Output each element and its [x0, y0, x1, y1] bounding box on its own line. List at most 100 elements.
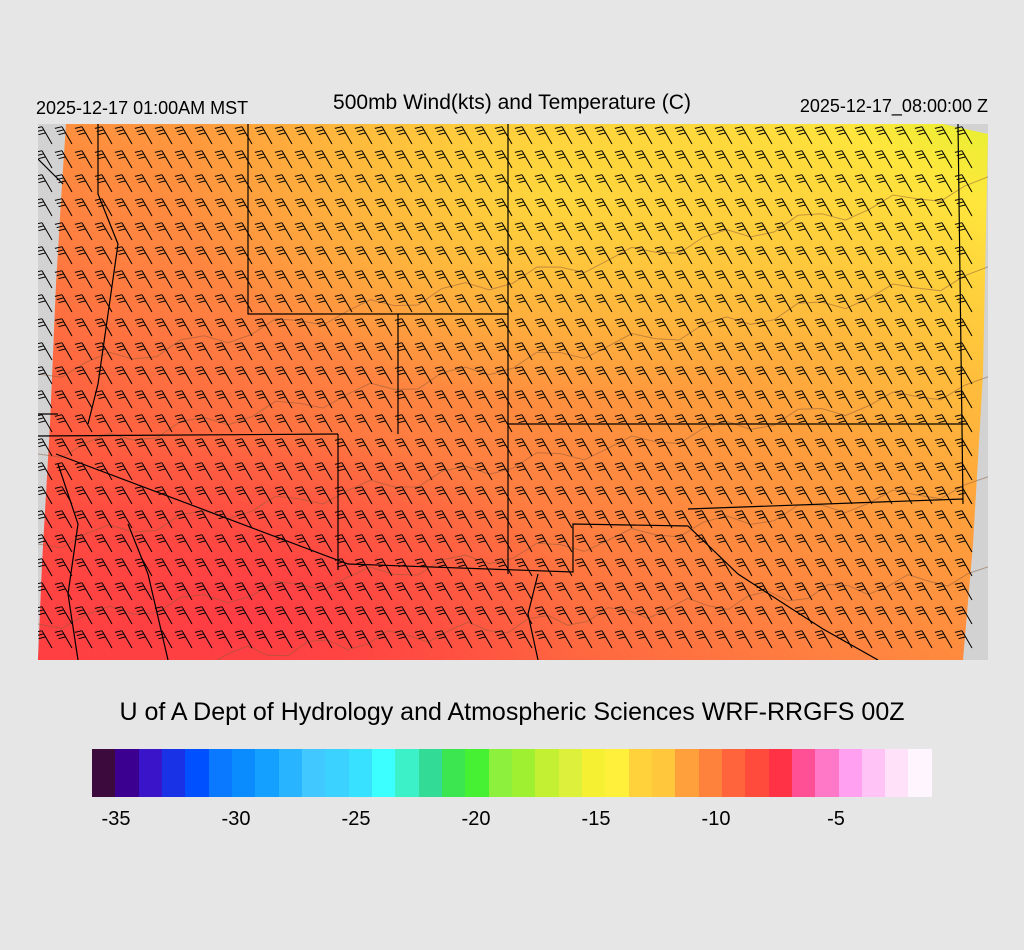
- wind-barb: [674, 150, 693, 169]
- wind-barb: [38, 366, 53, 385]
- wind-barb: [274, 414, 293, 433]
- wind-barb: [494, 438, 513, 457]
- wind-barb: [954, 606, 973, 625]
- wind-barb: [38, 222, 53, 241]
- wind-barb: [74, 558, 93, 577]
- wind-barb: [334, 486, 353, 505]
- local-time-label: 2025-12-17 01:00AM MST: [36, 98, 249, 118]
- wind-barb: [634, 294, 653, 313]
- wind-barb: [454, 390, 473, 409]
- wind-barb: [794, 342, 813, 361]
- wind-barb: [654, 294, 673, 313]
- wind-barb: [234, 342, 253, 361]
- wind-barb: [834, 558, 853, 577]
- colorbar-swatch: [138, 749, 162, 797]
- wind-barb: [814, 390, 833, 409]
- wind-barb: [794, 414, 813, 433]
- wind-barb: [894, 390, 913, 409]
- wind-barb: [314, 198, 333, 217]
- wind-barb: [134, 558, 153, 577]
- temperature-colorbar: [92, 749, 932, 797]
- wind-barb: [194, 366, 213, 385]
- wind-barb: [514, 294, 533, 313]
- wind-barb: [274, 558, 293, 577]
- wind-barb: [94, 390, 113, 409]
- wind-barb: [134, 222, 153, 241]
- wind-barb: [54, 342, 73, 361]
- wind-barb: [574, 510, 593, 529]
- wind-barb: [694, 174, 713, 193]
- wind-barb: [394, 510, 413, 529]
- wind-barb: [854, 462, 873, 481]
- wind-barb: [874, 558, 893, 577]
- wind-barb: [714, 390, 733, 409]
- colorbar-swatch: [395, 749, 419, 797]
- wind-barb: [194, 606, 213, 625]
- wind-barb: [354, 246, 373, 265]
- wind-barb: [134, 366, 153, 385]
- wind-barb: [634, 486, 653, 505]
- wind-barb: [154, 270, 173, 289]
- wind-barb: [854, 294, 873, 313]
- wind-barb: [694, 390, 713, 409]
- wind-barb: [94, 486, 113, 505]
- wind-barb: [214, 150, 233, 169]
- wind-barb: [734, 126, 753, 145]
- wind-barb: [474, 630, 493, 649]
- wind-barb: [314, 270, 333, 289]
- wind-barb: [934, 198, 953, 217]
- wind-barb: [854, 534, 873, 553]
- wind-barb: [694, 534, 713, 553]
- wind-barb: [954, 510, 973, 529]
- wind-barb: [834, 438, 853, 457]
- wind-barb: [894, 270, 913, 289]
- wind-barb: [574, 294, 593, 313]
- wind-barb: [254, 510, 273, 529]
- wind-barb: [294, 462, 313, 481]
- wind-barb: [374, 414, 393, 433]
- colorbar-swatch: [651, 749, 676, 797]
- wind-barb: [174, 174, 193, 193]
- wind-barb: [834, 150, 853, 169]
- wind-barb: [294, 366, 313, 385]
- wind-barb: [774, 534, 793, 553]
- wind-barb: [434, 294, 453, 313]
- wind-barb: [294, 174, 313, 193]
- wind-barb: [554, 390, 573, 409]
- wind-barb: [894, 246, 913, 265]
- wind-barb: [954, 222, 973, 241]
- wind-barb: [254, 366, 273, 385]
- wind-barb: [874, 270, 893, 289]
- wind-barb: [694, 150, 713, 169]
- wind-barb: [794, 294, 813, 313]
- wind-barb: [134, 534, 153, 553]
- wind-barb: [334, 318, 353, 337]
- wind-barb: [534, 366, 553, 385]
- wind-barb: [954, 126, 973, 145]
- wind-barb: [674, 558, 693, 577]
- wind-barb: [754, 294, 773, 313]
- wind-barb: [274, 222, 293, 241]
- wind-barb: [614, 534, 633, 553]
- wind-barb: [394, 558, 413, 577]
- wind-barb: [254, 582, 273, 601]
- wind-barb: [834, 222, 853, 241]
- wind-barb: [854, 414, 873, 433]
- wind-barb: [894, 534, 913, 553]
- wind-barb: [854, 486, 873, 505]
- wind-barb: [174, 150, 193, 169]
- wind-barb: [534, 486, 553, 505]
- wind-barb: [814, 270, 833, 289]
- wind-barb: [354, 606, 373, 625]
- wind-barb: [594, 630, 613, 649]
- wind-barb: [594, 174, 613, 193]
- wind-barb: [634, 270, 653, 289]
- wind-barb: [534, 270, 553, 289]
- wind-barb: [614, 294, 633, 313]
- wind-barb: [894, 150, 913, 169]
- wind-barb: [374, 174, 393, 193]
- wind-barb: [634, 534, 653, 553]
- wind-barb: [114, 126, 133, 145]
- wind-barb: [794, 174, 813, 193]
- wind-barb: [214, 366, 233, 385]
